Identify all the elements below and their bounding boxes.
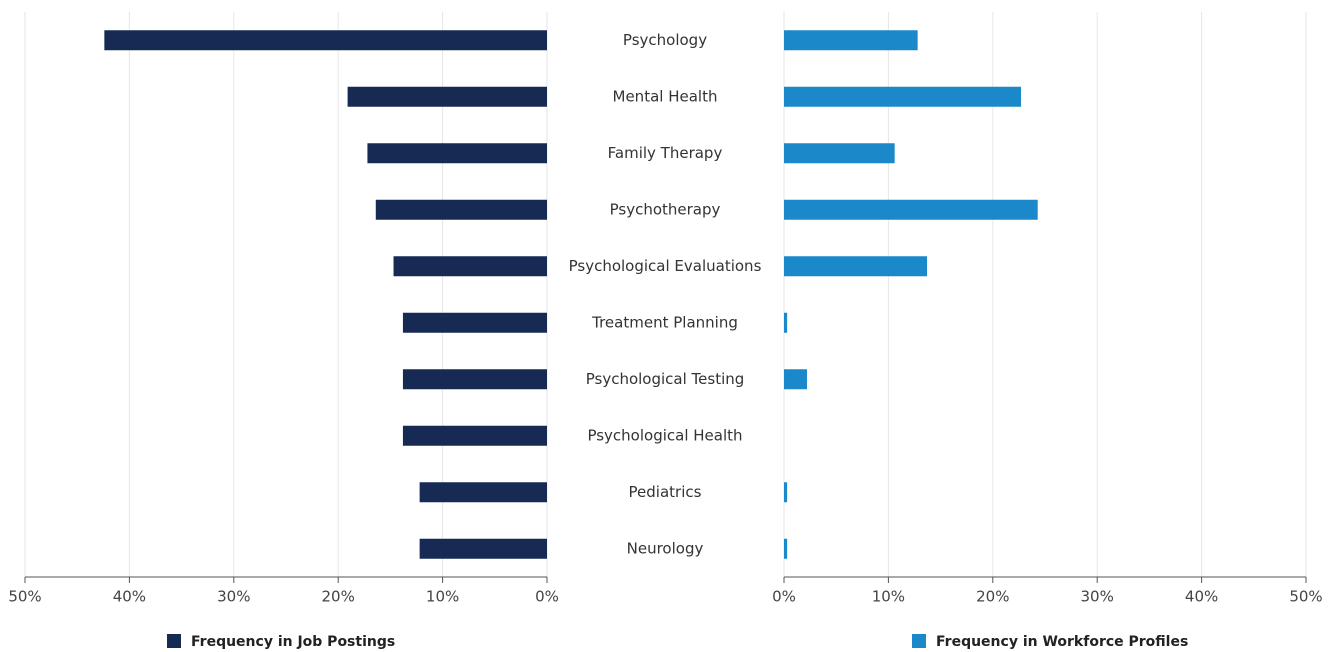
bar [784, 86, 1021, 107]
bar [104, 30, 548, 51]
bar [402, 312, 547, 333]
bar [784, 369, 807, 390]
bar [784, 30, 918, 51]
category-label: Psychological Health [587, 426, 742, 444]
category-label: Mental Health [613, 87, 718, 105]
x-tick-label: 30% [1081, 588, 1114, 606]
category-label: Psychology [623, 31, 707, 49]
bar [402, 425, 547, 446]
x-tick-label: 10% [426, 588, 459, 606]
x-tick-label: 20% [976, 588, 1009, 606]
bar [784, 312, 788, 333]
bar [784, 143, 895, 164]
category-label: Pediatrics [629, 483, 702, 501]
x-tick-label: 0% [772, 588, 796, 606]
bar [784, 256, 928, 277]
category-label: Psychological Evaluations [569, 257, 762, 275]
legend-swatch [167, 634, 181, 648]
bar [419, 538, 547, 559]
bar [402, 369, 547, 390]
legend-label: Frequency in Job Postings [191, 634, 395, 650]
category-label: Treatment Planning [591, 313, 738, 331]
bar [419, 482, 547, 503]
x-tick-label: 50% [8, 588, 41, 606]
bar [393, 256, 547, 277]
x-tick-label: 50% [1289, 588, 1322, 606]
bar [784, 538, 788, 559]
x-tick-label: 40% [1185, 588, 1218, 606]
category-label: Psychological Testing [586, 370, 745, 388]
x-tick-label: 30% [217, 588, 250, 606]
legend-swatch [912, 634, 926, 648]
category-label: Psychotherapy [610, 200, 721, 218]
x-tick-label: 10% [872, 588, 905, 606]
x-tick-label: 40% [113, 588, 146, 606]
category-label: Family Therapy [608, 144, 723, 162]
bar [367, 143, 547, 164]
x-tick-label: 20% [322, 588, 355, 606]
bar [347, 86, 547, 107]
bar [784, 482, 788, 503]
legend-label: Frequency in Workforce Profiles [936, 634, 1188, 650]
bar [375, 199, 547, 220]
bar [784, 199, 1038, 220]
category-label: Neurology [627, 539, 704, 557]
x-tick-label: 0% [535, 588, 559, 606]
